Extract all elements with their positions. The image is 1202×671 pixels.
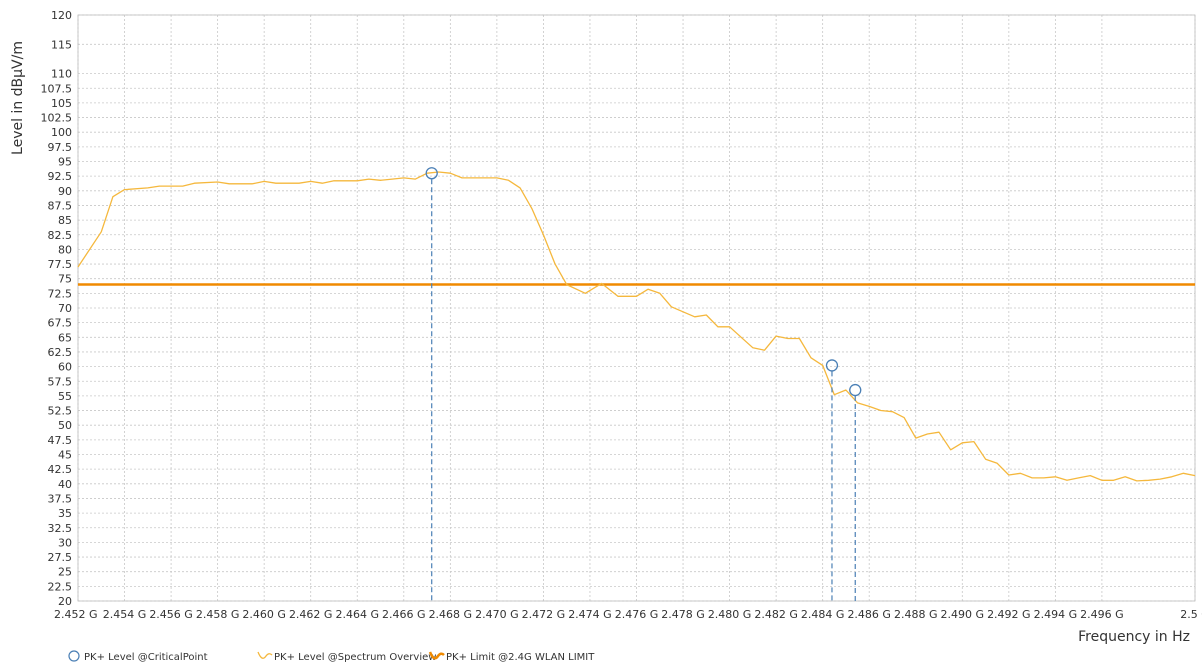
y-tick-label: 85 <box>58 214 72 227</box>
x-axis: 2.452 G 2.454 G 2.456 G 2.458 G 2.460 G 2.462… <box>54 608 1202 621</box>
y-tick-label: 57.5 <box>48 375 73 388</box>
plot-area <box>77 14 1196 602</box>
critical-point-marker <box>425 167 438 180</box>
y-tick-label: 55 <box>58 390 72 403</box>
x-tick-label: 2.490 G <box>941 608 985 621</box>
y-tick-label: 25 <box>58 566 72 579</box>
x-tick-label: 2.468 G <box>429 608 473 621</box>
y-tick-label: 105 <box>51 97 72 110</box>
y-tick-label: 72.5 <box>48 287 73 300</box>
y-tick-label: 20 <box>58 595 72 608</box>
x-tick-label: 2.462 G <box>289 608 333 621</box>
series <box>77 167 1196 601</box>
y-tick-label: 47.5 <box>48 434 73 447</box>
y-tick-label: 90 <box>58 185 72 198</box>
y-tick-label: 107.5 <box>41 82 73 95</box>
critical-point-marker <box>825 359 839 372</box>
y-tick-label: 97.5 <box>48 141 73 154</box>
x-tick-label: 2.452 G <box>54 608 98 621</box>
legend-item-spectrum: PK+ Level @Spectrum Overview <box>257 651 436 663</box>
x-tick-label: 2.494 G <box>1034 608 1078 621</box>
x-tick-label: 2.454 G <box>103 608 147 621</box>
x-tick-label: 2.476 G <box>615 608 659 621</box>
y-tick-label: 115 <box>51 38 72 51</box>
legend: PK+ Level @CriticalPoint PK+ Level @Spect… <box>68 650 595 663</box>
legend-item-critical: PK+ Level @CriticalPoint <box>68 650 208 663</box>
y-tick-label: 65 <box>58 331 72 344</box>
wave-line-icon <box>428 651 445 660</box>
y-tick-label: 82.5 <box>48 229 73 242</box>
y-tick-label: 40 <box>58 478 72 491</box>
y-tick-label: 30 <box>58 536 72 549</box>
x-tick-label: 2.5 G <box>1180 608 1202 621</box>
grid <box>77 14 1196 602</box>
y-tick-label: 27.5 <box>48 551 73 564</box>
y-tick-label: 52.5 <box>48 405 73 418</box>
x-tick-label: 2.484 G <box>801 608 845 621</box>
y-tick-label: 60 <box>58 361 72 374</box>
y-tick-label: 32.5 <box>48 522 73 535</box>
legend-label: PK+ Limit @2.4G WLAN LIMIT <box>446 652 595 663</box>
y-tick-label: 70 <box>58 302 72 315</box>
y-tick-label: 95 <box>58 156 72 169</box>
y-tick-label: 110 <box>51 68 72 81</box>
spectrum-line <box>77 171 1196 482</box>
x-axis-title: Frequency in Hz <box>1078 629 1190 645</box>
x-tick-label: 2.456 G <box>149 608 193 621</box>
x-tick-label: 2.478 G <box>661 608 705 621</box>
x-tick-label: 2.470 G <box>475 608 519 621</box>
x-tick-label: 2.488 G <box>894 608 938 621</box>
x-tick-label: 2.480 G <box>708 608 752 621</box>
y-tick-label: 35 <box>58 507 72 520</box>
x-tick-label: 2.464 G <box>335 608 379 621</box>
x-tick-label: 2.492 G <box>987 608 1031 621</box>
y-tick-label: 80 <box>58 243 72 256</box>
x-tick-label: 2.466 G <box>382 608 426 621</box>
wave-line-icon <box>257 651 273 659</box>
legend-label: PK+ Level @CriticalPoint <box>84 652 208 663</box>
circle-icon <box>68 650 80 662</box>
x-tick-label: 2.472 G <box>522 608 566 621</box>
y-tick-label: 75 <box>58 273 72 286</box>
y-tick-label: 62.5 <box>48 346 73 359</box>
x-tick-label: 2.496 G <box>1080 608 1124 621</box>
y-tick-label: 100 <box>51 126 72 139</box>
x-tick-label: 2.486 G <box>847 608 891 621</box>
y-tick-label: 120 <box>51 9 72 22</box>
legend-label: PK+ Level @Spectrum Overview <box>274 652 436 663</box>
y-tick-label: 37.5 <box>48 492 73 505</box>
y-tick-label: 77.5 <box>48 258 73 271</box>
x-tick-label: 2.474 G <box>568 608 612 621</box>
y-tick-label: 92.5 <box>48 170 73 183</box>
y-tick-label: 22.5 <box>48 580 73 593</box>
y-tick-label: 45 <box>58 449 72 462</box>
x-tick-label: 2.482 G <box>754 608 798 621</box>
critical-point-marker <box>849 383 862 397</box>
y-tick-label: 102.5 <box>41 112 73 125</box>
y-tick-label: 50 <box>58 419 72 432</box>
y-tick-label: 67.5 <box>48 317 73 330</box>
legend-item-limit: PK+ Limit @2.4G WLAN LIMIT <box>428 651 595 663</box>
y-tick-label: 42.5 <box>48 463 73 476</box>
y-axis-title: Level in dBµV/m <box>10 41 26 155</box>
x-tick-label: 2.458 G <box>196 608 240 621</box>
x-tick-label: 2.460 G <box>242 608 286 621</box>
y-tick-label: 87.5 <box>48 199 73 212</box>
